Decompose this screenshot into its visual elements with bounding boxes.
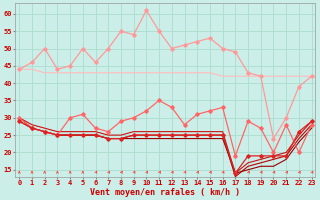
X-axis label: Vent moyen/en rafales ( km/h ): Vent moyen/en rafales ( km/h )	[91, 188, 240, 197]
